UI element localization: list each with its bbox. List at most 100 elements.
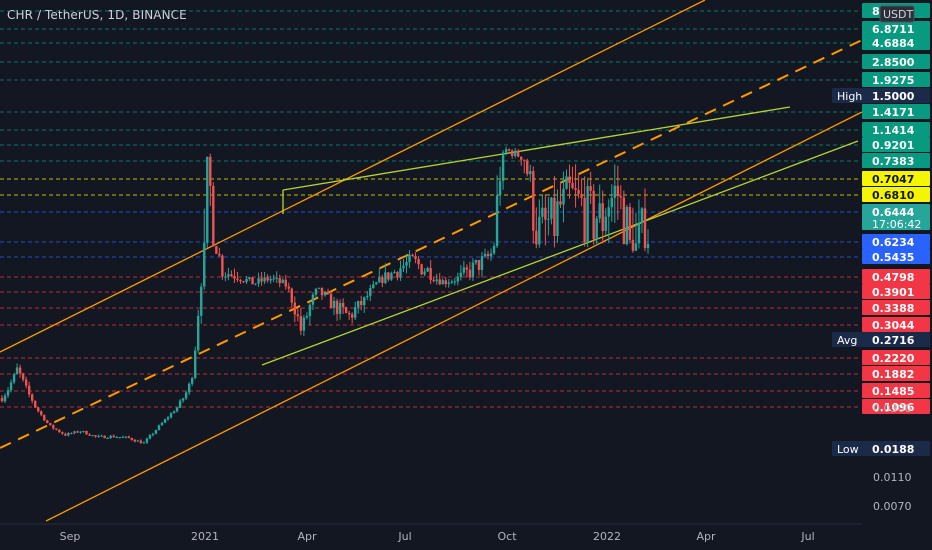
candle-body: [480, 256, 484, 270]
candle-body: [513, 150, 517, 157]
candle-body: [402, 265, 405, 269]
candle-body: [103, 435, 106, 439]
candle-body: [580, 193, 583, 198]
candle-body: [631, 239, 635, 251]
candle-body: [296, 314, 300, 317]
candle-body: [565, 176, 568, 189]
candle-body: [646, 243, 650, 249]
candle-body: [504, 149, 508, 153]
price-tag-bg: [862, 269, 930, 284]
candle-body: [332, 300, 336, 308]
candle-body: [142, 442, 146, 444]
price-tag-value: 0.9201: [872, 139, 914, 152]
candle-body: [272, 278, 275, 280]
candle-body: [184, 392, 188, 399]
candle-body: [163, 419, 167, 423]
candle-body: [405, 261, 408, 266]
candle-body: [27, 385, 31, 395]
candle-body: [640, 208, 644, 224]
candle-body: [601, 203, 604, 231]
candle-body: [326, 291, 330, 294]
candle-body: [34, 400, 37, 408]
x-tick-label: 2021: [191, 530, 219, 543]
candle-body: [390, 273, 393, 280]
price-tag-value: 6.8711: [872, 23, 914, 36]
price-tag-value: 1.1414: [872, 124, 915, 137]
candle-body: [209, 156, 212, 186]
candle-body: [55, 428, 58, 430]
candle-body: [423, 271, 426, 275]
candle-body: [52, 425, 55, 429]
candle-body: [396, 272, 399, 278]
candle-body: [305, 316, 309, 318]
candle-body: [329, 293, 333, 308]
candle-body: [73, 431, 76, 434]
candle-body: [507, 149, 511, 151]
candle-body: [139, 440, 143, 444]
candle-body: [501, 152, 505, 181]
candle-body: [535, 230, 538, 245]
candle-body: [82, 431, 85, 433]
candle-body: [426, 267, 429, 272]
candle-body: [278, 278, 281, 284]
candle-body: [175, 407, 179, 412]
candle-body: [538, 216, 541, 245]
candle-body: [115, 437, 118, 439]
price-tag-bg: [862, 21, 930, 36]
price-tag-bg: [862, 72, 930, 87]
candle-body: [610, 197, 613, 208]
candle-body: [471, 262, 475, 278]
candle-body: [474, 260, 478, 263]
candle-body: [477, 260, 481, 270]
x-tick-label: Jul: [397, 530, 411, 543]
candle-body: [109, 435, 112, 439]
candle-body: [495, 195, 499, 247]
candle-body: [459, 272, 463, 278]
candle-body: [293, 302, 297, 315]
x-tick-label: Oct: [497, 530, 517, 543]
candle-body: [40, 411, 43, 415]
price-tag-bg: [862, 122, 930, 137]
candle-body: [257, 278, 260, 284]
price-tag-bg: [862, 300, 930, 315]
candle-body: [193, 350, 197, 379]
candle-body: [70, 433, 73, 435]
candle-body: [559, 201, 562, 205]
candle-body: [510, 150, 514, 157]
price-tag-bg: [862, 137, 930, 152]
candle-body: [236, 278, 239, 280]
candle-body: [574, 187, 577, 190]
candle-body: [462, 267, 466, 273]
candle-body: [338, 302, 342, 314]
price-tag-value: 0.1882: [872, 368, 914, 381]
channel-lower-line: [45, 111, 863, 522]
x-tick-label: 2022: [593, 530, 621, 543]
candle-body: [456, 277, 460, 282]
candle-body: [634, 243, 638, 251]
price-tag-value: 0.6810: [872, 189, 915, 202]
candle-body: [233, 276, 236, 279]
candle-body: [314, 288, 318, 295]
candle-body: [79, 431, 82, 433]
candle-body: [251, 277, 254, 285]
candle-body: [344, 307, 348, 313]
candle-body: [366, 296, 369, 298]
candle-body: [64, 433, 67, 436]
candle-body: [323, 291, 327, 296]
candle-body: [287, 286, 290, 289]
candle-body: [9, 382, 13, 391]
candle-body: [133, 439, 137, 442]
resistance-trend-line: [282, 106, 791, 191]
candle-body: [516, 150, 520, 157]
candle-body: [417, 259, 420, 265]
candle-body: [21, 373, 25, 380]
candle-body: [369, 288, 372, 297]
candle-body: [544, 207, 547, 220]
candle-body: [357, 300, 360, 308]
candle-body: [148, 435, 152, 439]
price-tag-bg: [862, 35, 930, 50]
candle-body: [529, 171, 532, 175]
candle-body: [586, 186, 589, 243]
